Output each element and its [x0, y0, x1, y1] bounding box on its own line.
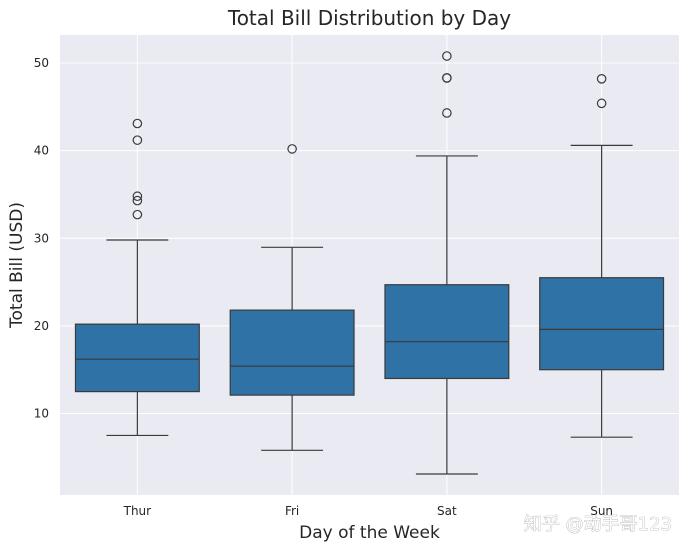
box-iqr [384, 284, 510, 380]
box-sat [384, 51, 510, 475]
y-tick-label: 30 [34, 231, 49, 245]
y-tick-label: 50 [34, 56, 49, 70]
plot-background [60, 35, 679, 495]
y-axis-label: Total Bill (USD) [7, 202, 27, 329]
box-iqr [229, 309, 355, 396]
outlier-point [132, 118, 143, 129]
x-tick-label: Thur [123, 504, 152, 518]
x-tick-label: Fri [285, 504, 299, 518]
outlier-point [596, 74, 607, 84]
x-tick-label: Sun [590, 504, 613, 518]
outlier-point [287, 144, 297, 154]
y-tick-labels: 10 20 30 40 50 [34, 56, 49, 420]
y-tick-label: 10 [34, 407, 49, 421]
x-tick-labels: Thur Fri Sat Sun [123, 504, 613, 518]
outlier-point [132, 191, 143, 202]
outlier-point [442, 51, 452, 61]
watermark-text: 知乎 @动手哥123 [524, 514, 672, 535]
outlier-point [442, 73, 452, 83]
box-iqr [539, 277, 665, 371]
x-axis-label: Day of the Week [299, 523, 440, 543]
chart-title: Total Bill Distribution by Day [227, 6, 511, 30]
box-iqr [74, 323, 200, 393]
y-tick-label: 40 [34, 144, 49, 158]
y-tick-label: 20 [34, 319, 49, 333]
x-tick-label: Sat [437, 504, 457, 518]
outlier-point [132, 135, 143, 145]
box-thur [74, 118, 200, 437]
outlier-point [596, 98, 607, 109]
outlier-point [442, 108, 452, 118]
outlier-point [132, 209, 143, 220]
box-fri [229, 144, 355, 451]
outlier-point [132, 195, 143, 206]
box-sun [539, 74, 665, 438]
boxes [74, 51, 665, 475]
